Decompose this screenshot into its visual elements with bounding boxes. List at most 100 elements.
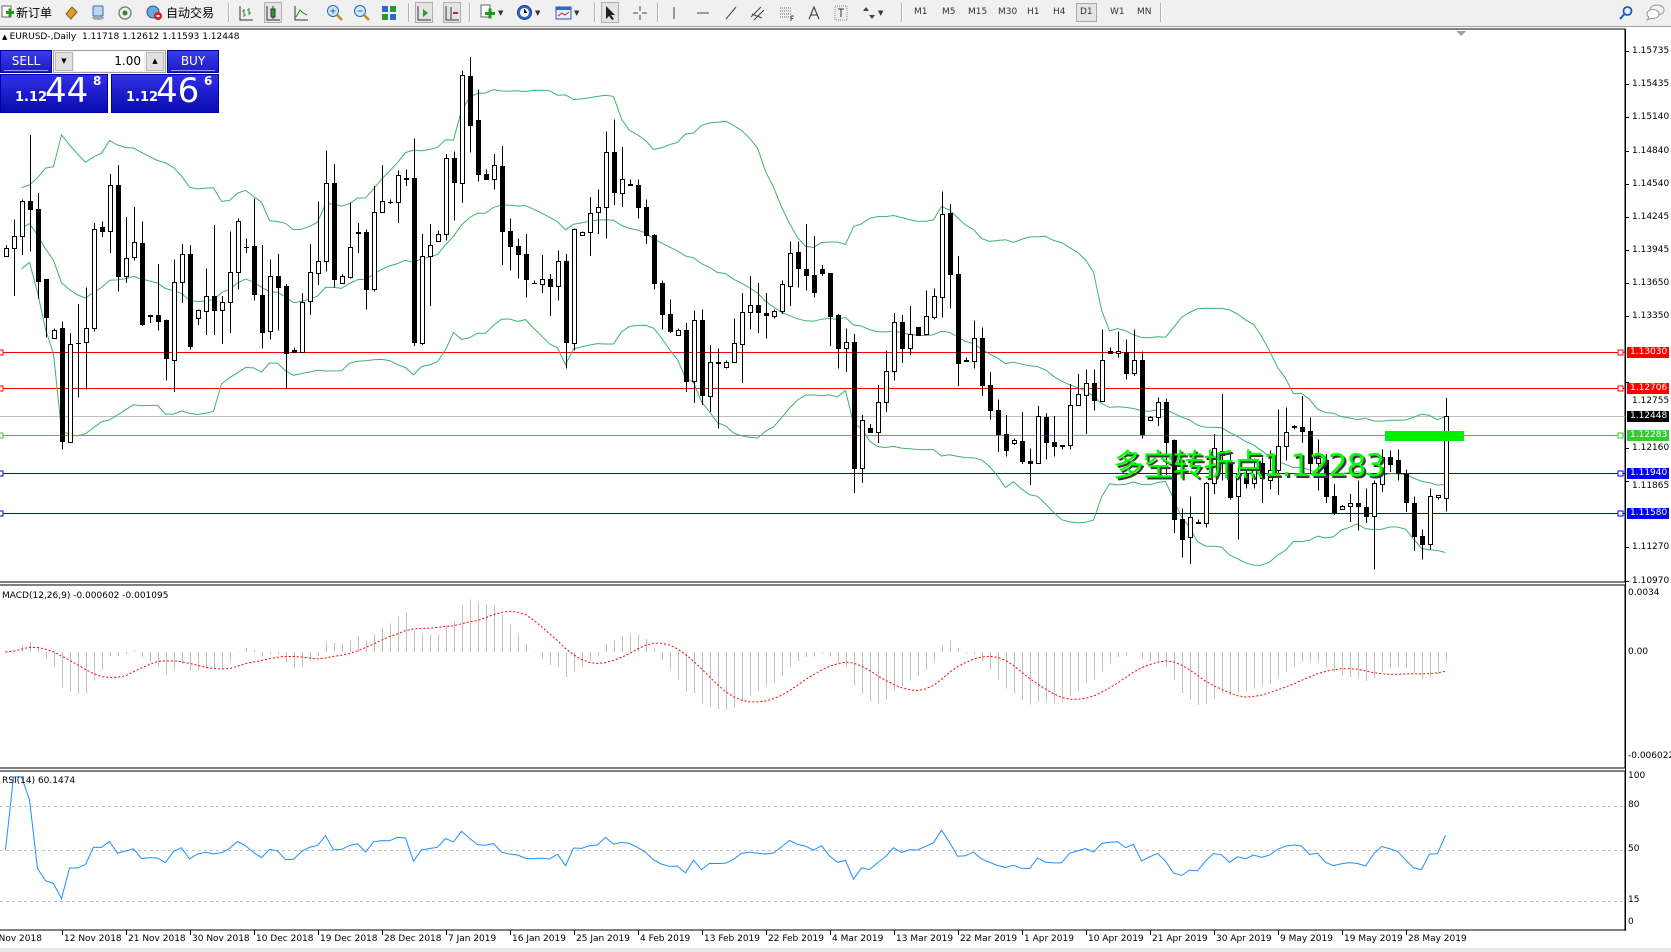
candle[interactable] (724, 360, 729, 369)
candle[interactable] (308, 243, 313, 316)
candle[interactable] (1004, 415, 1009, 457)
candle[interactable] (156, 263, 161, 331)
candle[interactable] (172, 259, 177, 392)
auto-trading-button[interactable]: 自动交易 (146, 3, 214, 22)
candle[interactable] (100, 221, 105, 238)
candle[interactable] (1332, 484, 1337, 516)
candle[interactable] (1348, 494, 1353, 522)
level-anchor-left[interactable] (0, 385, 4, 392)
candle[interactable] (356, 222, 361, 253)
indicators-button[interactable]: ▼ (479, 3, 503, 22)
candle[interactable] (292, 347, 297, 353)
candle[interactable] (404, 169, 409, 187)
candle[interactable] (284, 283, 289, 389)
level-anchor-right[interactable] (1617, 470, 1624, 477)
candle[interactable] (1396, 449, 1401, 481)
trendline-button[interactable] (723, 3, 739, 22)
candle[interactable] (788, 241, 793, 307)
chat-button[interactable] (1645, 3, 1665, 22)
zoom-in-button[interactable] (326, 3, 343, 22)
candle[interactable] (756, 282, 761, 333)
candle[interactable] (836, 313, 841, 369)
candle[interactable] (1148, 416, 1153, 421)
candle[interactable] (556, 250, 561, 301)
candle[interactable] (1404, 469, 1409, 512)
lot-increase-button[interactable]: ▲ (146, 52, 164, 71)
candle[interactable] (452, 151, 457, 221)
candle[interactable] (476, 89, 481, 182)
candle[interactable] (412, 138, 417, 347)
candle[interactable] (548, 273, 553, 317)
candle[interactable] (532, 280, 537, 285)
candle[interactable] (612, 119, 617, 205)
candle[interactable] (1164, 398, 1169, 476)
line-chart-button[interactable] (293, 3, 309, 22)
signals-button[interactable] (117, 3, 133, 22)
candle[interactable] (772, 309, 777, 319)
candle[interactable] (108, 173, 113, 253)
timeframe-m1[interactable]: M1 (914, 7, 928, 17)
level-anchor-left[interactable] (0, 432, 4, 439)
candle[interactable] (148, 315, 153, 323)
candle[interactable] (1252, 458, 1257, 489)
candle[interactable] (1340, 505, 1345, 510)
candle[interactable] (236, 218, 241, 290)
timeframe-mn[interactable]: MN (1137, 7, 1152, 17)
candle[interactable] (140, 221, 145, 327)
candle[interactable] (1284, 407, 1289, 461)
candle[interactable] (1140, 351, 1145, 439)
auto-scroll-button[interactable] (415, 2, 433, 23)
candle[interactable] (668, 299, 673, 333)
candle[interactable] (508, 218, 513, 271)
lot-size-stepper[interactable]: ▼ 1.00 ▲ (53, 50, 166, 73)
candle[interactable] (676, 328, 681, 336)
candle[interactable] (500, 146, 505, 266)
candle[interactable] (1220, 393, 1225, 481)
terminal-button[interactable] (90, 3, 106, 22)
candle[interactable] (28, 134, 33, 252)
candle[interactable] (1428, 488, 1433, 550)
fibonacci-button[interactable] (779, 3, 795, 22)
candle[interactable] (644, 199, 649, 244)
candle[interactable] (996, 399, 1001, 452)
buy-button[interactable]: BUY (167, 50, 219, 73)
candle[interactable] (1268, 450, 1273, 490)
chart-shift-button[interactable] (443, 2, 461, 23)
timeframe-m30[interactable]: M30 (998, 7, 1018, 17)
candle[interactable] (212, 225, 217, 336)
candle[interactable] (1052, 416, 1057, 457)
crosshair-button[interactable] (632, 3, 648, 22)
candle[interactable] (932, 288, 937, 320)
candle[interactable] (916, 327, 921, 336)
candle[interactable] (1188, 496, 1193, 565)
candle[interactable] (516, 238, 521, 279)
candle[interactable] (1156, 397, 1161, 427)
candle[interactable] (244, 238, 249, 253)
candle[interactable] (892, 312, 897, 381)
candle[interactable] (1260, 457, 1265, 503)
candle[interactable] (988, 371, 993, 420)
level-anchor-left[interactable] (0, 470, 4, 477)
candle[interactable] (1044, 412, 1049, 460)
candle[interactable] (1228, 454, 1233, 500)
search-button[interactable] (1618, 3, 1634, 22)
candle[interactable] (372, 186, 377, 292)
candle[interactable] (860, 415, 865, 483)
candle[interactable] (1436, 495, 1441, 500)
candle[interactable] (84, 287, 89, 390)
candle[interactable] (684, 322, 689, 392)
bar-chart-button[interactable] (238, 3, 254, 22)
candle[interactable] (764, 292, 769, 339)
candle[interactable] (1420, 529, 1425, 560)
candle[interactable] (1108, 347, 1113, 354)
candle[interactable] (812, 236, 817, 298)
candle[interactable] (1084, 369, 1089, 435)
timeframe-m15[interactable]: M15 (968, 7, 988, 17)
candle[interactable] (564, 253, 569, 369)
candle[interactable] (420, 233, 425, 346)
candle[interactable] (540, 255, 545, 293)
candle[interactable] (524, 233, 529, 298)
candle[interactable] (1244, 467, 1249, 489)
candle[interactable] (1132, 329, 1137, 377)
candle[interactable] (1172, 439, 1177, 533)
